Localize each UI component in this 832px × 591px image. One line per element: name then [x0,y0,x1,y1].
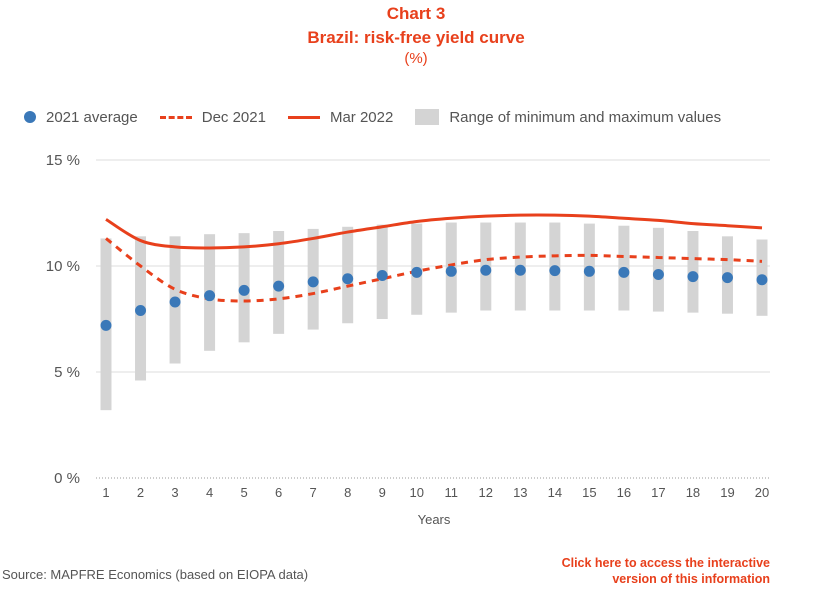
legend: 2021 average Dec 2021 Mar 2022 Range of … [24,106,743,128]
legend-item-range: Range of minimum and maximum values [415,109,721,126]
legend-item-dec: Dec 2021 [159,108,266,126]
y-tick-label: 15 % [46,152,80,169]
x-tick-label: 6 [275,485,282,500]
x-tick-label: 3 [171,485,178,500]
avg-point [204,290,216,302]
legend-label-dec: Dec 2021 [201,108,266,126]
chart-number: Chart 3 [386,4,446,23]
chart-unit: (%) [404,50,428,67]
x-tick-label: 16 [617,485,631,500]
avg-point [480,264,492,276]
x-tick-label: 5 [240,485,247,500]
legend-item-mar: Mar 2022 [287,108,394,126]
legend-range-box-icon [415,109,440,125]
x-axis-label: Years [418,512,451,527]
x-tick-label: 12 [479,485,493,500]
avg-point [307,276,319,288]
legend-dot-icon [24,111,36,123]
x-tick-label: 11 [445,485,459,500]
interactive-link-line2[interactable]: version of this information [612,572,770,586]
x-tick-label: 2 [137,485,144,500]
legend-item-avg: 2021 average [24,109,138,126]
x-tick-label: 20 [755,485,769,500]
series-line-mar-2022 [105,213,763,250]
avg-point [342,273,354,285]
legend-solid-line-icon [287,115,320,119]
avg-point [238,284,250,296]
avg-point [100,319,112,331]
interactive-link-line1[interactable]: Click here to access the interactive [561,556,770,570]
x-tick-label: 18 [686,485,700,500]
avg-point [411,266,423,278]
avg-point [687,271,699,283]
x-tick-label: 17 [651,485,665,500]
x-tick-label: 9 [379,485,386,500]
x-tick-label: 15 [582,485,596,500]
avg-point [376,270,388,282]
avg-point [652,268,664,280]
avg-point [135,305,147,317]
x-tick-label: 4 [206,485,213,500]
x-tick-label: 7 [310,485,317,500]
interactive-version-link[interactable]: Click here to access the interactive ver… [562,555,770,587]
x-tick-label: 10 [410,485,424,500]
y-tick-label: 0 % [54,470,80,487]
y-tick-label: 5 % [54,364,80,381]
avg-point [756,274,768,286]
avg-point [445,265,457,277]
legend-label-range: Range of minimum and maximum values [449,108,722,126]
avg-point [549,265,561,277]
x-tick-label: 14 [548,485,562,500]
avg-point [169,296,181,308]
x-tick-label: 8 [344,485,351,500]
chart-title: Brazil: risk-free yield curve [307,28,525,47]
avg-point [273,280,285,292]
legend-dashed-line-icon [159,115,192,119]
avg-point [583,265,595,277]
x-tick-label: 13 [513,485,527,500]
x-tick-label: 19 [720,485,734,500]
source-note: Source: MAPFRE Economics (based on EIOPA… [2,567,309,582]
x-tick-label: 1 [102,485,109,500]
avg-point [721,272,733,284]
avg-point [514,264,526,276]
avg-point [618,266,630,278]
legend-label-avg: 2021 average [46,108,138,126]
legend-label-mar: Mar 2022 [329,108,394,126]
y-tick-label: 10 % [46,258,80,275]
